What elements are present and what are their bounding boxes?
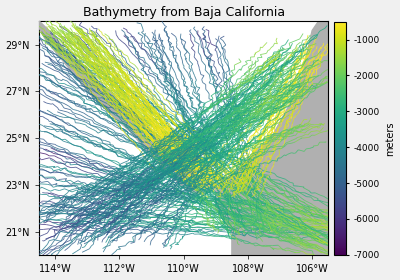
- Title: Bathymetry from Baja California: Bathymetry from Baja California: [83, 6, 285, 18]
- Polygon shape: [39, 28, 328, 255]
- Polygon shape: [39, 21, 216, 195]
- Y-axis label: meters: meters: [386, 121, 396, 155]
- Polygon shape: [39, 21, 328, 255]
- Polygon shape: [39, 21, 318, 188]
- Polygon shape: [216, 21, 328, 255]
